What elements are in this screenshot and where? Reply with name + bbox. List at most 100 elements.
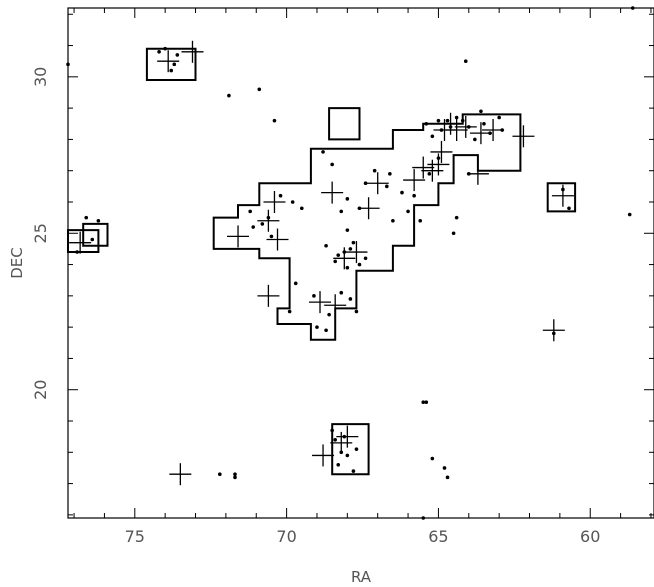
cross-marker bbox=[512, 125, 535, 148]
data-point bbox=[497, 115, 501, 120]
data-point bbox=[354, 309, 359, 314]
data-point bbox=[627, 212, 632, 217]
data-point bbox=[388, 172, 392, 176]
data-point bbox=[348, 297, 353, 301]
cross-marker bbox=[257, 209, 280, 232]
data-point bbox=[345, 453, 350, 458]
data-point bbox=[351, 469, 356, 473]
data-point bbox=[345, 265, 350, 270]
data-point bbox=[391, 218, 395, 223]
data-point bbox=[163, 46, 167, 51]
cross-marker bbox=[312, 444, 335, 467]
cross-marker bbox=[430, 140, 453, 163]
data-point bbox=[233, 475, 237, 480]
data-point bbox=[412, 193, 416, 198]
box-upper-left bbox=[145, 47, 197, 81]
data-point bbox=[321, 150, 325, 154]
data-point bbox=[448, 125, 453, 129]
data-point bbox=[324, 243, 328, 248]
cross-marker bbox=[69, 231, 92, 254]
data-point bbox=[336, 253, 341, 257]
data-point bbox=[436, 118, 441, 123]
tick-labels-layer: 75 70 65 60 20 25 30 bbox=[31, 67, 600, 546]
data-point bbox=[482, 121, 486, 126]
data-point bbox=[363, 181, 368, 186]
x-tick-label: 60 bbox=[580, 527, 600, 546]
data-point bbox=[561, 187, 565, 192]
cross-marker bbox=[157, 50, 180, 73]
y-tick-label: 25 bbox=[31, 223, 50, 243]
box-bottom bbox=[331, 423, 370, 476]
data-point bbox=[454, 115, 459, 120]
data-point bbox=[75, 250, 79, 254]
data-point bbox=[339, 209, 344, 214]
data-point bbox=[427, 172, 432, 176]
cross-marker bbox=[403, 169, 426, 192]
data-point bbox=[172, 62, 177, 67]
data-point bbox=[218, 472, 222, 476]
data-point bbox=[454, 215, 459, 220]
data-point bbox=[442, 466, 447, 470]
data-point bbox=[385, 184, 389, 189]
data-point bbox=[339, 290, 344, 295]
data-point bbox=[290, 200, 295, 204]
cross-marker bbox=[257, 284, 280, 307]
data-point bbox=[354, 447, 359, 451]
cross-marker bbox=[181, 40, 204, 63]
cross-marker bbox=[412, 156, 435, 179]
data-point bbox=[269, 234, 274, 239]
data-point bbox=[436, 156, 441, 160]
cross-marker bbox=[366, 172, 389, 195]
data-point bbox=[479, 109, 483, 114]
data-point bbox=[84, 215, 89, 220]
data-point bbox=[333, 259, 337, 264]
cross-marker bbox=[309, 291, 332, 314]
data-point bbox=[430, 134, 435, 139]
data-point bbox=[460, 118, 465, 123]
data-point bbox=[227, 93, 231, 98]
data-point bbox=[466, 125, 471, 129]
data-point bbox=[169, 68, 174, 73]
data-point bbox=[330, 162, 334, 167]
cross-marker bbox=[263, 190, 286, 213]
data-point bbox=[251, 225, 256, 229]
data-point bbox=[157, 50, 161, 54]
marks-layer bbox=[66, 6, 635, 520]
cross-marker bbox=[445, 119, 468, 142]
data-point bbox=[348, 247, 353, 251]
data-point bbox=[473, 137, 477, 142]
data-point bbox=[342, 434, 347, 439]
x-tick-label: 75 bbox=[125, 527, 145, 546]
data-point bbox=[445, 118, 450, 123]
data-point bbox=[299, 206, 304, 211]
x-axis-label: RA bbox=[351, 568, 372, 586]
cross-marker bbox=[227, 225, 250, 248]
data-point bbox=[233, 472, 237, 476]
data-point bbox=[372, 168, 377, 173]
main-survey-region bbox=[212, 113, 522, 341]
data-point bbox=[463, 59, 468, 63]
data-point bbox=[315, 325, 319, 329]
cross-marker bbox=[321, 181, 344, 204]
data-point bbox=[260, 222, 265, 226]
data-point bbox=[357, 262, 362, 267]
data-point bbox=[552, 331, 556, 336]
data-point bbox=[96, 218, 101, 223]
data-point bbox=[418, 218, 423, 223]
cross-marker bbox=[439, 112, 462, 135]
data-point bbox=[500, 128, 504, 132]
data-point bbox=[248, 209, 252, 214]
cross-marker bbox=[169, 463, 192, 486]
cross-marker bbox=[266, 228, 289, 251]
data-point bbox=[293, 281, 298, 286]
data-point bbox=[567, 206, 571, 211]
data-point bbox=[406, 209, 410, 214]
data-point bbox=[324, 328, 328, 333]
data-point bbox=[272, 118, 277, 123]
cross-marker bbox=[336, 425, 359, 448]
data-point bbox=[345, 228, 350, 232]
y-axis-label: DEC bbox=[8, 247, 26, 279]
y-tick-label: 20 bbox=[31, 380, 50, 400]
data-point bbox=[336, 463, 341, 467]
